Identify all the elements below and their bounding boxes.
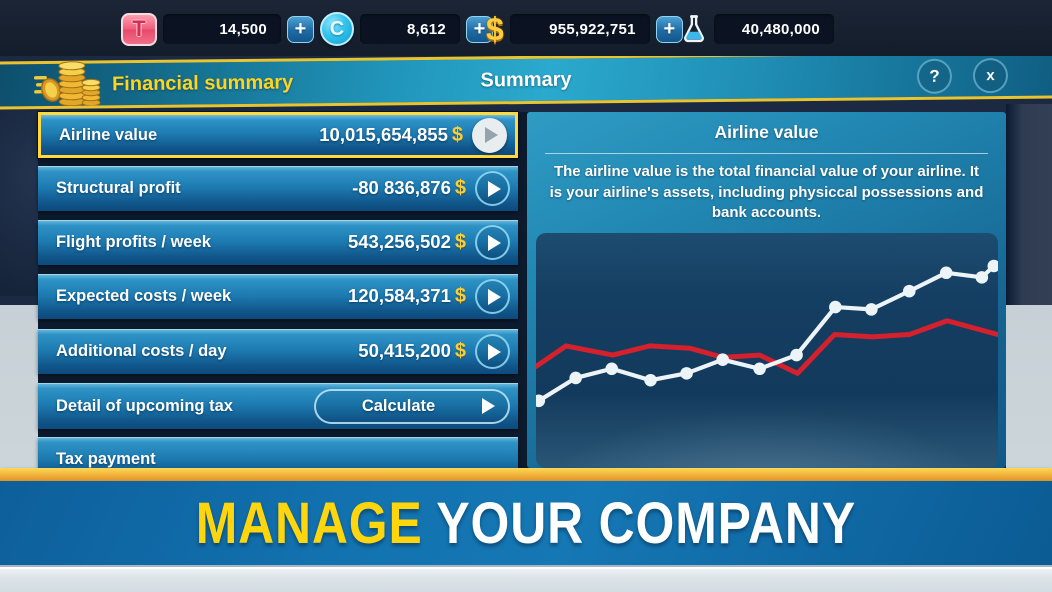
coins-icon	[33, 59, 101, 111]
row-label: Detail of upcoming tax	[56, 396, 233, 415]
currency-research: 40,480,000	[684, 13, 834, 45]
row-value: 543,256,502 $	[347, 231, 466, 253]
add-coins-button[interactable]: +	[466, 15, 493, 43]
row-value: 10,015,654,855 $	[319, 123, 463, 146]
row-detail-button[interactable]	[472, 117, 507, 153]
currency-symbol: $	[451, 123, 463, 146]
banner-word-manage: MANAGE	[195, 490, 423, 556]
finance-row-expected-costs-week[interactable]: Expected costs / week 120,584,371 $	[38, 274, 518, 319]
finance-row-additional-costs-day[interactable]: Additional costs / day 50,415,200 $	[38, 329, 518, 374]
row-value: 120,584,371 $	[347, 285, 466, 307]
currency-value: 8,612	[360, 14, 460, 44]
finance-row-detail-of-upcoming-tax[interactable]: Detail of upcoming tax Calculate	[38, 383, 518, 429]
currency-value: 14,500	[163, 14, 281, 44]
currency-travel-cards: T 14,500 +	[121, 12, 314, 46]
detail-title: Airline value	[714, 122, 819, 142]
row-label: Structural profit	[56, 179, 181, 197]
add-travel-cards-button[interactable]: +	[287, 15, 314, 43]
currency-value: 40,480,000	[714, 14, 834, 44]
currency-symbol: $	[454, 177, 466, 199]
row-value: -80 836,876 $	[352, 177, 466, 199]
gold-stripe	[0, 468, 1052, 481]
currency-dollars: $955,922,751 +	[486, 11, 683, 47]
trend-chart	[536, 259, 998, 408]
header-band: Financial summary Summary ? x	[0, 50, 1052, 111]
chart-panel	[536, 233, 998, 468]
promo-banner: MANAGE YOUR COMPANY	[0, 481, 1052, 565]
row-detail-button[interactable]	[475, 279, 510, 314]
flask-icon	[680, 13, 708, 45]
currency-coins: C 8,612 +	[320, 12, 493, 46]
calculate-button[interactable]: Calculate	[314, 388, 510, 424]
detail-panel: Airline value The airline value is the t…	[527, 112, 1006, 468]
footer-strip	[0, 565, 1052, 592]
row-label: Additional costs / day	[56, 342, 227, 360]
row-detail-button[interactable]	[475, 171, 510, 206]
calculate-label: Calculate	[361, 396, 436, 415]
banner-word-your-company: YOUR COMPANY	[422, 490, 857, 556]
row-label: Tax payment	[56, 450, 156, 468]
finance-row-flight-profits-week[interactable]: Flight profits / week 543,256,502 $	[38, 220, 518, 265]
detail-description: The airline value is the total financial…	[549, 163, 984, 222]
scene-shadow	[1006, 104, 1052, 305]
travel-card-icon: T	[121, 12, 157, 46]
divider	[545, 153, 988, 154]
banner-text: MANAGE YOUR COMPANY	[196, 490, 856, 557]
dollar-icon: $	[486, 10, 504, 47]
finance-row-structural-profit[interactable]: Structural profit -80 836,876 $	[38, 166, 518, 211]
row-detail-button[interactable]	[475, 334, 510, 369]
finance-row-airline-value[interactable]: Airline value 10,015,654,855 $	[38, 112, 518, 158]
row-value: 50,415,200 $	[358, 340, 466, 362]
add-dollars-button[interactable]: +	[655, 15, 683, 43]
row-label: Airline value	[59, 125, 158, 144]
row-detail-button[interactable]	[475, 225, 510, 260]
currency-symbol: $	[454, 285, 466, 307]
breadcrumb: Financial summary	[111, 70, 294, 95]
currency-bar: T 14,500 + C 8,612 + $955,922,751 +40,480,000	[0, 0, 1052, 56]
currency-symbol: $	[454, 340, 466, 362]
currency-symbol: $	[454, 231, 466, 253]
row-label: Flight profits / week	[56, 233, 211, 251]
currency-value: 955,922,751	[509, 14, 650, 44]
help-button[interactable]: ?	[916, 58, 953, 94]
coin-icon: C	[320, 12, 354, 46]
close-button[interactable]: x	[972, 57, 1009, 94]
row-label: Expected costs / week	[56, 287, 232, 305]
